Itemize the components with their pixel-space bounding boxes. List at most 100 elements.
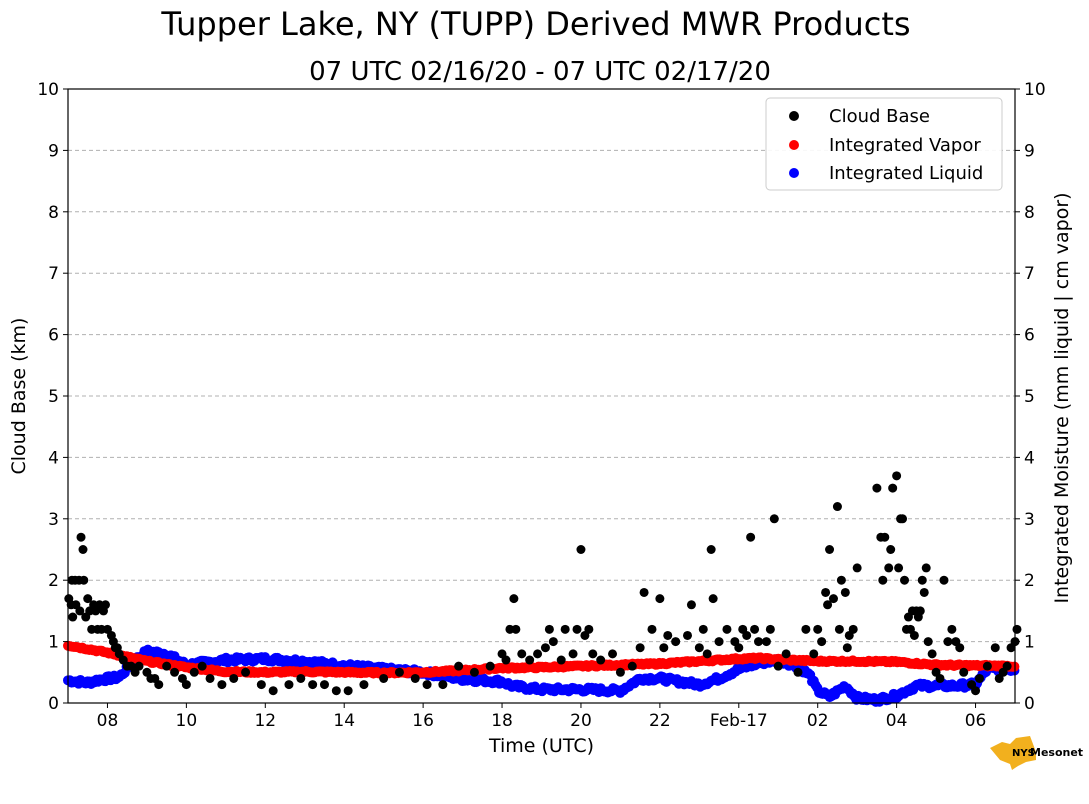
y-right-tick-label: 7 [1024, 264, 1035, 284]
cloud-base-point [935, 673, 945, 683]
cloud-base-point [584, 624, 594, 634]
cloud-base-point [1002, 661, 1012, 671]
cloud-base-point [556, 655, 566, 665]
cloud-base-point [572, 624, 582, 634]
cloud-base-point [205, 673, 215, 683]
y-right-tick-label: 1 [1024, 633, 1035, 653]
cloud-base-point [308, 680, 318, 690]
y-axis-left-ticks: 0 1 2 3 4 5 6 7 8 9 10 [37, 80, 68, 714]
y-right-tick-label: 8 [1024, 203, 1035, 223]
x-tick-label: 14 [333, 711, 355, 731]
cloud-base-point [888, 483, 898, 493]
cloud-base-point [828, 594, 838, 604]
y-tick-label: 6 [48, 326, 59, 346]
legend-box [765, 97, 1003, 191]
legend-marker-integrated-liquid [789, 168, 799, 178]
cloud-base-point [761, 637, 771, 647]
cloud-base-point [154, 680, 164, 690]
cloud-base-point [909, 630, 919, 640]
integrated-liquid-series [63, 644, 1020, 707]
cloud-base-point [698, 624, 708, 634]
chart-title: Tupper Lake, NY (TUPP) Derived MWR Produ… [160, 5, 910, 43]
cloud-base-point [608, 649, 618, 659]
cloud-base-point [917, 575, 927, 585]
cloud-base-point [921, 563, 931, 573]
cloud-base-point [647, 624, 657, 634]
y-axis-right-label: Integrated Moisture (mm liquid | cm vapo… [1051, 192, 1073, 603]
cloud-base-point [296, 673, 306, 683]
cloud-base-point [892, 471, 902, 481]
cloud-base-point [197, 661, 207, 671]
cloud-base-point [734, 643, 744, 653]
y-tick-label: 10 [37, 80, 59, 100]
cloud-base-point [773, 661, 783, 671]
cloud-base-point [525, 655, 535, 665]
y-tick-label: 2 [48, 571, 59, 591]
logo-text-mesonet: Mesonet [1030, 746, 1083, 759]
cloud-base-point [615, 667, 625, 677]
y-right-tick-label: 9 [1024, 141, 1035, 161]
cloud-base-point [801, 624, 811, 634]
cloud-base-point [915, 606, 925, 616]
cloud-base-point [898, 514, 908, 524]
x-tick-label: 08 [97, 711, 119, 731]
legend-marker-integrated-vapor [789, 140, 799, 150]
cloud-base-point [769, 514, 779, 524]
cloud-base-point [825, 545, 835, 554]
cloud-base-point [765, 624, 775, 634]
cloud-base-point [971, 686, 981, 696]
cloud-base-point [560, 624, 570, 634]
cloud-base-point [813, 624, 823, 634]
nys-mesonet-logo: NYS Mesonet [990, 736, 1083, 770]
cloud-base-point [842, 643, 852, 653]
cloud-base-point [83, 594, 93, 604]
cloud-base-point [694, 643, 704, 653]
cloud-base-point [241, 667, 251, 677]
cloud-base-point [394, 667, 404, 677]
x-tick-label: 02 [807, 711, 829, 731]
cloud-base-point [410, 673, 420, 683]
cloud-base-point [343, 686, 353, 696]
cloud-base-point [639, 587, 649, 597]
legend-label-cloud-base: Cloud Base [829, 106, 930, 127]
y-tick-label: 1 [48, 633, 59, 653]
cloud-base-point [576, 545, 586, 554]
grid-lines [68, 149, 1015, 643]
y-tick-label: 0 [48, 694, 59, 714]
cloud-base-point [511, 624, 521, 634]
cloud-base-point [100, 600, 110, 610]
cloud-base-point [722, 624, 732, 634]
cloud-base-point [533, 649, 543, 659]
cloud-base-point [900, 575, 910, 585]
cloud-base-point [189, 667, 199, 677]
y-right-tick-label: 6 [1024, 326, 1035, 346]
cloud-base-point [229, 673, 239, 683]
plot-area [63, 471, 1022, 707]
cloud-base-point [702, 649, 712, 659]
cloud-base-point [821, 587, 831, 597]
x-tick-label: 18 [491, 711, 513, 731]
cloud-base-point [79, 575, 89, 585]
cloud-base-point [959, 667, 969, 677]
cloud-base-point [588, 649, 598, 659]
cloud-base-point [671, 637, 681, 647]
cloud-base-series [64, 471, 1022, 696]
cloud-base-point [256, 680, 266, 690]
cloud-base-point [832, 502, 842, 512]
y-right-tick-label: 4 [1024, 448, 1035, 468]
cloud-base-point [319, 680, 329, 690]
cloud-base-point [68, 612, 78, 622]
cloud-base-point [454, 661, 464, 671]
y-tick-label: 9 [48, 141, 59, 161]
cloud-base-point [544, 624, 554, 634]
cloud-base-point [359, 680, 369, 690]
chart-subtitle: 07 UTC 02/16/20 - 07 UTC 02/17/20 [309, 57, 771, 87]
cloud-base-point [880, 532, 890, 542]
cloud-base-point [834, 624, 844, 634]
cloud-base-point [848, 624, 858, 634]
cloud-base-point [517, 649, 527, 659]
cloud-base-point [894, 563, 904, 573]
cloud-base-point [655, 594, 665, 604]
x-tick-label: 20 [570, 711, 592, 731]
cloud-base-point [990, 643, 1000, 653]
